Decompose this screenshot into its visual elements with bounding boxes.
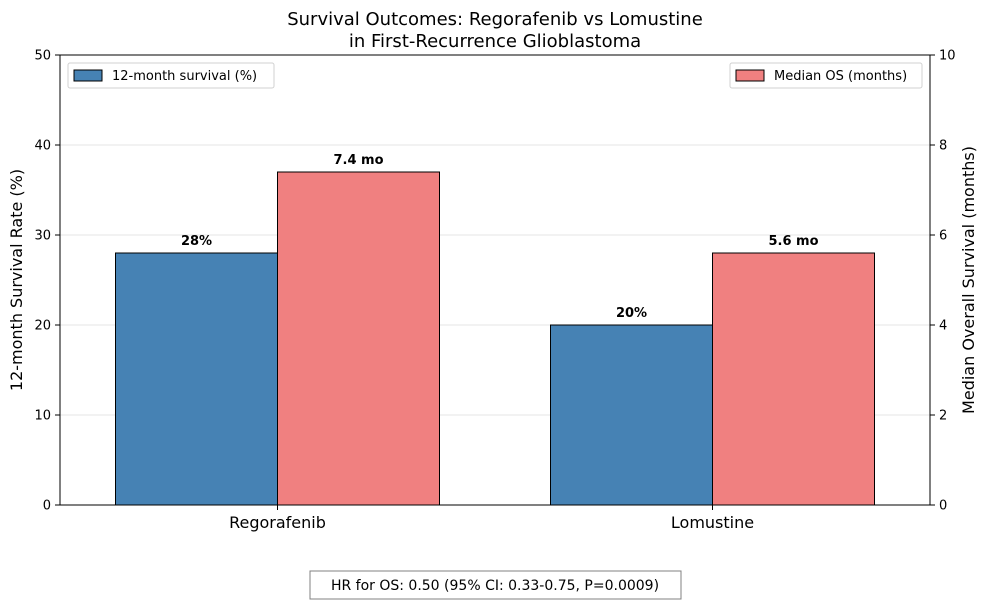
- right-tick-label: 0: [939, 499, 947, 514]
- left-tick-label: 0: [43, 499, 51, 514]
- x-axis-ticks: Regorafenib Lomustine: [229, 505, 754, 532]
- legend-left: 12-month survival (%): [67, 62, 275, 89]
- right-tick-label: 6: [939, 229, 947, 244]
- chart-title-line1: Survival Outcomes: Regorafenib vs Lomust…: [287, 9, 703, 30]
- left-axis-label: 12-month Survival Rate (%): [7, 169, 26, 391]
- bar-median-os: [712, 252, 875, 506]
- annotation-text: HR for OS: 0.50 (95% CI: 0.33-0.75, P=0.…: [331, 578, 659, 594]
- legend-right-label: Median OS (months): [774, 69, 907, 84]
- bar-value-label: 5.6 mo: [768, 234, 818, 249]
- right-tick-label: 10: [939, 49, 956, 64]
- bars: [115, 171, 875, 506]
- bar-survival-rate: [550, 324, 713, 506]
- bar-median-os: [277, 171, 440, 506]
- legend-right: Median OS (months): [729, 62, 923, 89]
- left-tick-label: 30: [34, 229, 51, 244]
- bar-value-label: 28%: [181, 234, 212, 249]
- legend-left-swatch: [73, 69, 103, 82]
- x-tick-label: Regorafenib: [229, 513, 326, 532]
- x-tick-label: Lomustine: [671, 513, 754, 532]
- left-tick-label: 40: [34, 139, 51, 154]
- hazard-ratio-annotation: HR for OS: 0.50 (95% CI: 0.33-0.75, P=0.…: [309, 570, 682, 600]
- right-tick-label: 4: [939, 319, 947, 334]
- chart-title-line2: in First-Recurrence Glioblastoma: [349, 31, 641, 52]
- left-tick-label: 20: [34, 319, 51, 334]
- bar-value-labels: 28% 7.4 mo 20% 5.6 mo: [181, 153, 819, 321]
- bar-value-label: 20%: [616, 306, 647, 321]
- right-tick-label: 8: [939, 139, 947, 154]
- plot-frame: [59, 54, 931, 506]
- legend-right-swatch: [735, 69, 765, 82]
- legend-left-label: 12-month survival (%): [112, 69, 257, 84]
- bar-value-label: 7.4 mo: [333, 153, 383, 168]
- right-axis-ticks: 0 2 4 6 8 10: [930, 49, 956, 514]
- left-tick-label: 10: [34, 409, 51, 424]
- left-tick-label: 50: [34, 49, 51, 64]
- left-axis-ticks: 0 10 20 30 40 50: [34, 49, 60, 514]
- bar-survival-rate: [115, 252, 278, 506]
- right-tick-label: 2: [939, 409, 947, 424]
- right-axis-label: Median Overall Survival (months): [959, 146, 978, 414]
